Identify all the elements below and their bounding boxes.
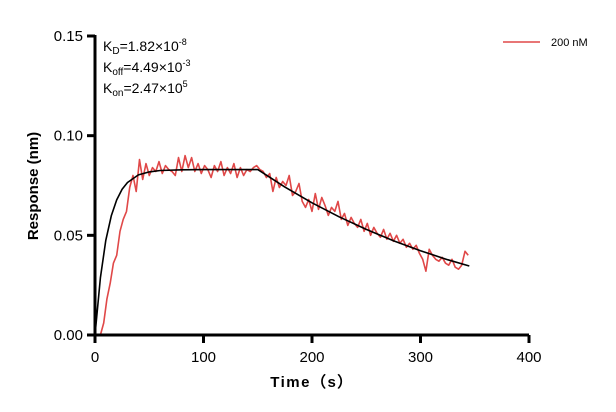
koff-annotation: Koff=4.49×10-3 <box>103 58 190 78</box>
kon-annotation: Kon=2.47×105 <box>103 79 188 99</box>
y-tick-label: 0.05 <box>54 227 83 244</box>
x-tick-label: 100 <box>191 349 216 366</box>
series-200nm-line <box>99 154 469 336</box>
fit-curve-line <box>94 168 470 336</box>
x-axis-label: Time（s） <box>270 373 354 391</box>
y-axis-label: Response (nm) <box>25 132 42 240</box>
x-tick-label: 0 <box>91 349 99 366</box>
y-tick-label: 0.00 <box>54 327 83 344</box>
kd-annotation: KD=1.82×10-8 <box>103 37 187 57</box>
x-tick-label: 400 <box>516 349 541 366</box>
x-tick-label: 200 <box>299 349 324 366</box>
x-tick-label: 300 <box>408 349 433 366</box>
kinetic-constants: KD=1.82×10-8 Koff=4.49×10-3 Kon=2.47×105 <box>103 37 190 99</box>
legend-label-200nm: 200 nM <box>551 37 588 49</box>
legend: 200 nM <box>503 37 588 49</box>
y-tick-label: 0.10 <box>54 128 83 145</box>
y-tick-label: 0.15 <box>54 28 83 45</box>
